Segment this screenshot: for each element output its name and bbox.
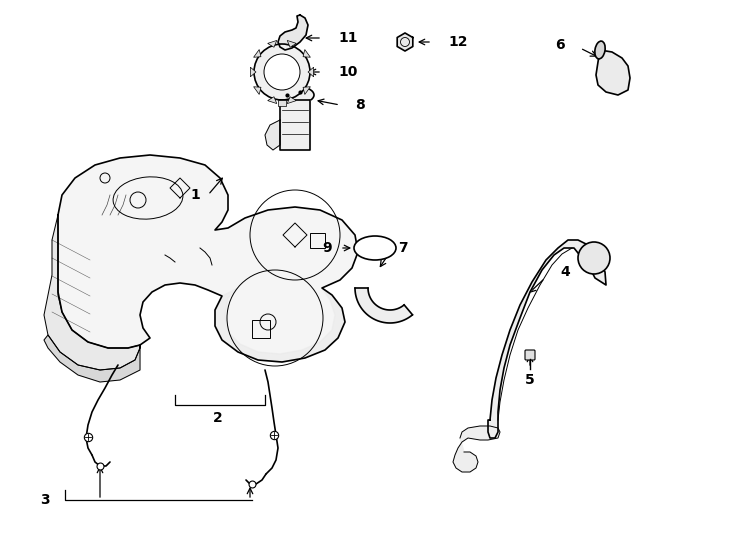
Polygon shape	[253, 50, 261, 57]
Ellipse shape	[595, 41, 605, 59]
Text: 4: 4	[560, 265, 570, 279]
Polygon shape	[355, 288, 413, 323]
Polygon shape	[303, 87, 310, 94]
Polygon shape	[268, 40, 277, 48]
Polygon shape	[250, 67, 256, 77]
Text: 3: 3	[40, 493, 50, 507]
Polygon shape	[215, 288, 345, 362]
Text: 9: 9	[322, 241, 332, 255]
Bar	[310, 233, 325, 248]
Polygon shape	[287, 97, 297, 104]
Text: 2: 2	[213, 411, 223, 425]
Polygon shape	[596, 50, 630, 95]
Polygon shape	[397, 33, 413, 51]
Polygon shape	[268, 97, 277, 104]
Text: 6: 6	[556, 38, 565, 52]
Text: 12: 12	[448, 35, 468, 49]
Text: 5: 5	[525, 373, 535, 387]
Polygon shape	[265, 120, 280, 150]
Polygon shape	[488, 240, 606, 438]
Polygon shape	[58, 155, 358, 362]
Polygon shape	[303, 50, 310, 57]
Circle shape	[264, 54, 300, 90]
Text: 7: 7	[398, 241, 407, 255]
Polygon shape	[453, 426, 500, 472]
Bar	[252, 320, 270, 338]
Text: 11: 11	[338, 31, 357, 45]
Text: 8: 8	[355, 98, 365, 112]
Ellipse shape	[354, 236, 396, 260]
Polygon shape	[44, 215, 140, 370]
Polygon shape	[280, 100, 310, 150]
Polygon shape	[287, 40, 297, 48]
Polygon shape	[308, 67, 313, 77]
Circle shape	[254, 44, 310, 100]
Bar	[278, 100, 286, 106]
Text: 10: 10	[338, 65, 357, 79]
Ellipse shape	[276, 86, 314, 104]
Polygon shape	[253, 87, 261, 94]
Text: 1: 1	[190, 188, 200, 202]
Circle shape	[578, 242, 610, 274]
Polygon shape	[44, 335, 140, 382]
Polygon shape	[278, 15, 308, 50]
FancyBboxPatch shape	[525, 350, 535, 360]
